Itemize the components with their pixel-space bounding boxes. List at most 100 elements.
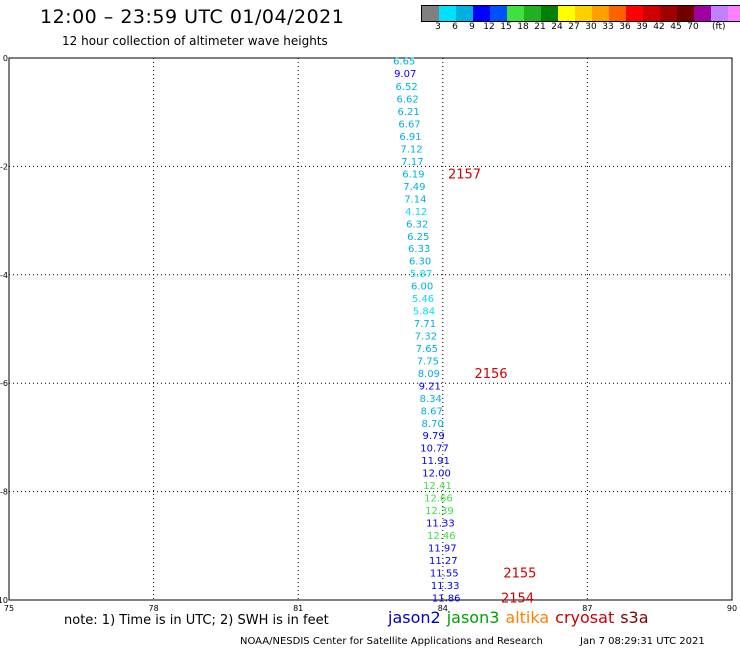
legend-entry-s3a: s3a [620, 608, 649, 627]
swh-value-label: 11.33 [431, 581, 460, 592]
credit-line: NOAA/NESDIS Center for Satellite Applica… [240, 636, 543, 647]
color-scale-label: 33 [602, 22, 614, 32]
y-tick-label: 0 [3, 54, 8, 63]
swh-value-label: 8.67 [421, 406, 443, 417]
y-tick-label: -2 [0, 162, 8, 171]
color-scale-label: 18 [517, 22, 529, 32]
color-swatch [609, 6, 626, 21]
swh-value-label: 11.86 [432, 593, 461, 604]
legend-entry-cryosat: cryosat [555, 608, 615, 627]
y-tick-label: -4 [0, 271, 8, 280]
swh-value-label: 7.65 [416, 344, 438, 355]
swh-value-label: 11.97 [428, 543, 457, 554]
swh-value-label: 4.12 [405, 207, 427, 218]
color-swatch [694, 6, 711, 21]
swh-value-label: 6.00 [411, 282, 433, 293]
color-scale-bar [421, 5, 740, 22]
swh-value-label: 11.91 [421, 456, 450, 467]
swh-value-label: 6.21 [397, 107, 419, 118]
satellite-legend: jason2 jason3 altika cryosat s3a [388, 608, 655, 627]
color-swatch [643, 6, 660, 21]
legend-entry-jason2: jason2 [388, 608, 441, 627]
x-tick-label: 78 [149, 604, 159, 613]
x-tick-label: 84 [438, 604, 448, 613]
color-scale-label: 24 [551, 22, 563, 32]
swh-value-label: 6.32 [406, 219, 428, 230]
generation-timestamp: Jan 7 08:29:31 UTC 2021 [580, 636, 705, 647]
pass-time-label: 2154 [501, 591, 534, 606]
swh-value-label: 6.65 [393, 57, 415, 68]
pass-time-label: 2155 [503, 566, 536, 581]
swh-value-label: 6.19 [402, 169, 424, 180]
color-scale-unit: (ft) [712, 22, 726, 32]
color-swatch [660, 6, 677, 21]
color-swatch [490, 6, 507, 21]
y-tick-label: -6 [0, 379, 8, 388]
color-swatch [711, 6, 728, 21]
color-swatch [592, 6, 609, 21]
y-tick-label: -10 [0, 596, 8, 605]
swh-value-label: 9.07 [394, 69, 416, 80]
pass-time-label: 2156 [474, 367, 507, 382]
color-scale-label: 45 [670, 22, 682, 32]
color-swatch [524, 6, 541, 21]
swh-value-label: 11.33 [426, 518, 455, 529]
color-swatch [558, 6, 575, 21]
legend-entry-jason3: jason3 [446, 608, 500, 627]
swh-value-label: 5.46 [412, 294, 434, 305]
color-scale-labels: 3 6 9 12 15 18 21 24 27 30 33 36 39 42 45 70 [421, 22, 727, 34]
color-scale-label: 42 [653, 22, 665, 32]
x-tick-label: 87 [582, 604, 592, 613]
color-swatch [575, 6, 592, 21]
color-scale-label: 6 [452, 22, 458, 32]
color-swatch [507, 6, 524, 21]
color-scale-label: 21 [534, 22, 546, 32]
color-swatch [541, 6, 558, 21]
pass-time-label: 2157 [448, 167, 481, 182]
color-scale-label: 12 [483, 22, 495, 32]
color-swatch [728, 6, 740, 21]
chart-title: 12:00 – 23:59 UTC 01/04/2021 [40, 6, 345, 28]
swh-value-label: 6.33 [408, 244, 430, 255]
swh-value-label: 6.30 [409, 257, 431, 268]
swh-value-label: 7.12 [400, 145, 422, 156]
y-tick-label: -8 [0, 488, 8, 497]
swh-value-label: 9.79 [423, 431, 445, 442]
swh-value-label: 5.87 [410, 269, 432, 280]
swh-value-label: 8.09 [418, 369, 440, 380]
color-swatch [473, 6, 490, 21]
swh-value-label: 7.14 [404, 194, 426, 205]
swh-value-label: 12.39 [425, 506, 454, 517]
swh-value-label: 12.46 [427, 531, 456, 542]
swh-value-label: 8.34 [420, 394, 442, 405]
color-swatch [422, 6, 439, 21]
swh-value-label: 7.49 [403, 182, 425, 193]
swh-value-label: 12.66 [424, 494, 453, 505]
swh-value-label: 8.70 [422, 419, 444, 430]
swh-value-label: 7.75 [417, 356, 439, 367]
plot-frame [8, 57, 733, 601]
color-scale-label: 70 [687, 22, 699, 32]
swh-value-label: 5.84 [413, 307, 435, 318]
swh-value-label: 10.77 [420, 444, 449, 455]
swh-value-label: 11.27 [429, 556, 458, 567]
color-scale-label: 27 [568, 22, 580, 32]
swh-value-label: 6.25 [407, 232, 429, 243]
swh-value-label: 7.32 [415, 332, 437, 343]
swh-value-label: 11.55 [430, 568, 459, 579]
x-tick-label: 90 [727, 604, 737, 613]
swh-value-label: 6.52 [396, 82, 418, 93]
swh-value-label: 12.00 [422, 469, 451, 480]
x-tick-label: 81 [293, 604, 303, 613]
color-swatch [677, 6, 694, 21]
swh-value-label: 7.71 [414, 319, 436, 330]
swh-value-label: 12.41 [423, 481, 452, 492]
chart-subtitle: 12 hour collection of altimeter wave hei… [62, 34, 328, 48]
legend-entry-altika: altika [505, 608, 550, 627]
x-tick-label: 75 [4, 604, 14, 613]
swh-value-label: 7.17 [401, 157, 423, 168]
units-note: note: 1) Time is in UTC; 2) SWH is in fe… [64, 613, 329, 628]
color-swatch [456, 6, 473, 21]
swh-value-label: 6.67 [398, 120, 420, 131]
